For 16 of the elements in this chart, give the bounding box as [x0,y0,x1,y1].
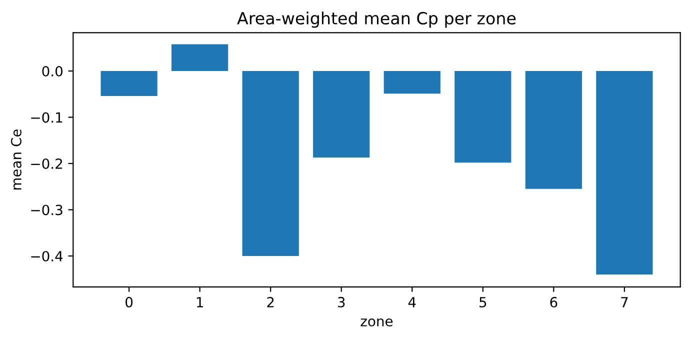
y-tick-label: 0.0 [42,66,62,76]
y-tick-label: −0.3 [31,204,62,216]
x-tick-label: 1 [196,297,203,308]
x-tick-label: 6 [550,296,558,308]
x-tick-label: 5 [480,297,486,308]
y-tick-label: −0.4 [31,250,63,262]
chart-title: Area-weighted mean Cp per zone [237,12,516,28]
x-tick-label: 4 [408,297,416,308]
y-tick-label: −0.2 [31,158,62,169]
x-tick-label: 3 [338,296,345,308]
y-axis-title: mean Ce [10,130,22,190]
x-axis-title: zone [360,318,393,326]
x-tick-label: 0 [126,296,133,308]
y-tick-label: −0.1 [31,112,62,123]
x-tick-label: 7 [621,297,628,308]
x-tick-label: 2 [267,296,274,308]
